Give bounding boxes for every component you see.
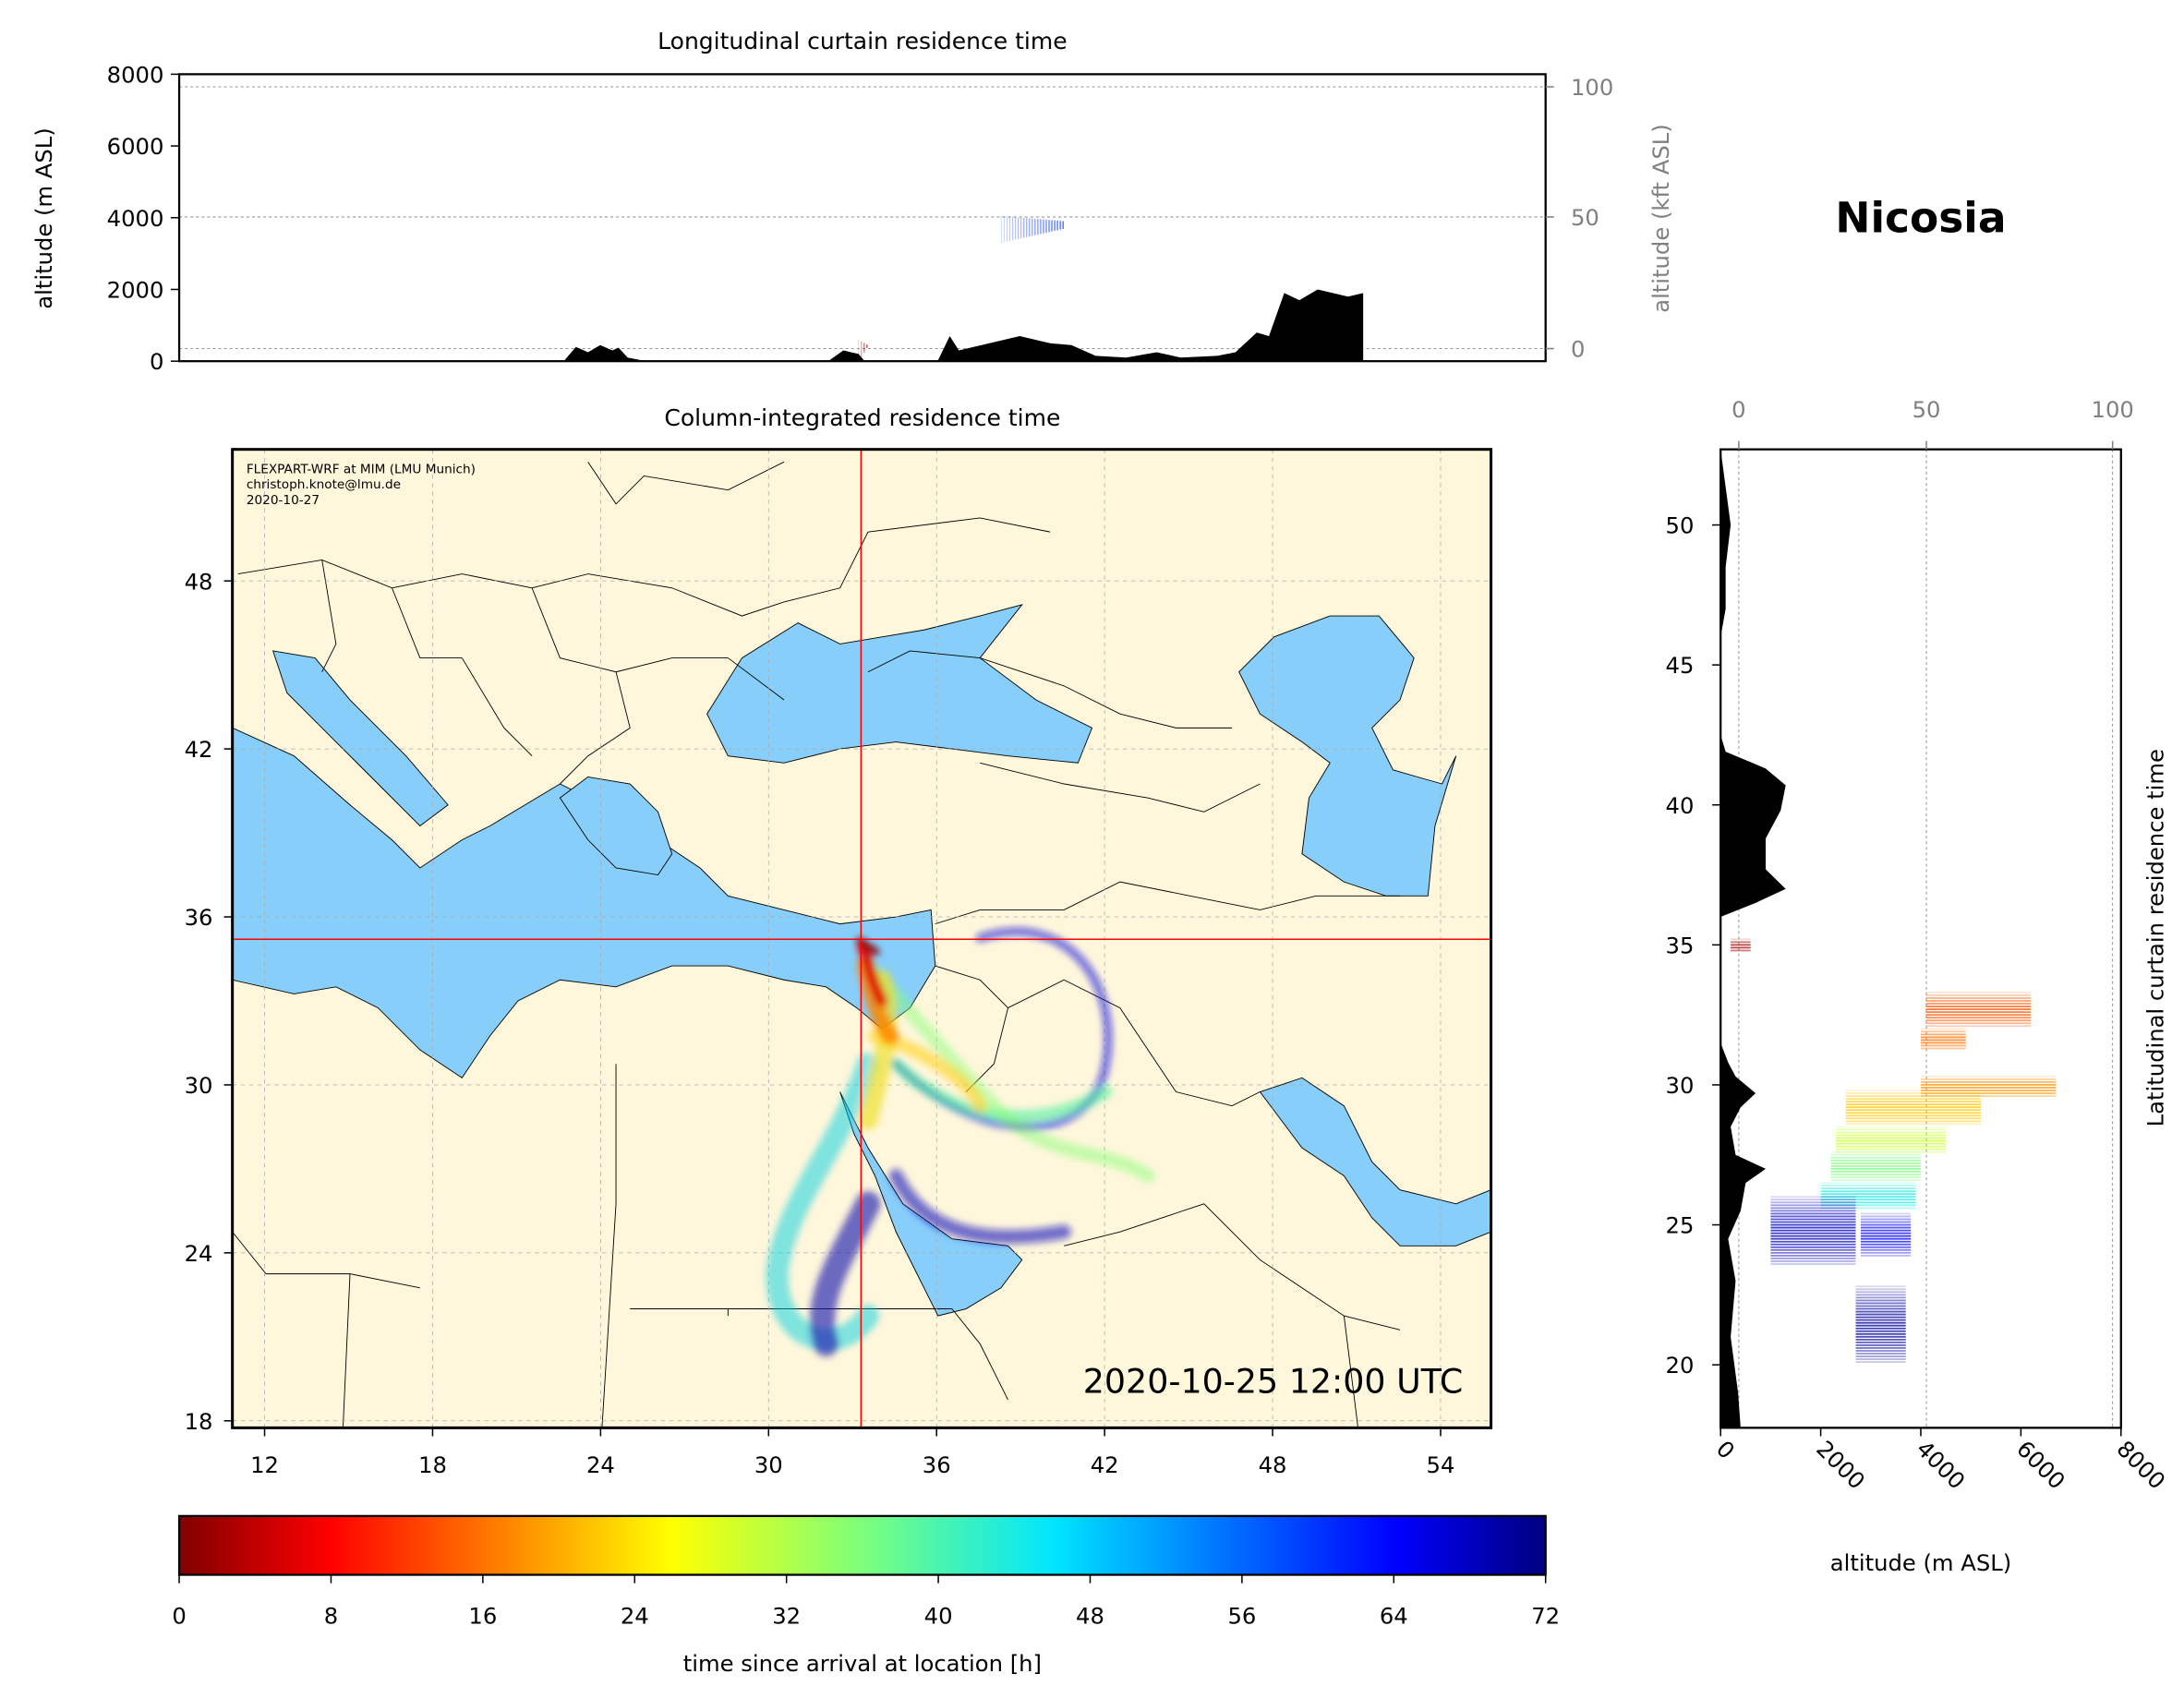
location-crosshair	[232, 449, 1491, 1428]
colorbar-ticks: 0 8 16 24 32 40 48 56 64 72	[172, 1574, 1560, 1630]
right-x-ticks-top: 0 50 100	[1732, 396, 2134, 450]
water-bodies	[232, 503, 1491, 1317]
right-xtick-top-label: 50	[1913, 396, 1941, 423]
map-xtick-label: 12	[250, 1451, 279, 1478]
colorbar-tick-label: 64	[1380, 1603, 1408, 1630]
right-ytick-label: 35	[1666, 932, 1695, 958]
right-title: Latitudinal curtain residence time	[2142, 749, 2168, 1126]
longitudinal-curtain-panel: Longitudinal curtain residence time 0 200…	[30, 28, 1674, 375]
colorbar-tick-label: 32	[772, 1603, 801, 1630]
map-ytick-label: 24	[185, 1240, 213, 1267]
colorbar-tick-label: 24	[621, 1603, 649, 1630]
right-ytick-label: 30	[1666, 1072, 1695, 1099]
persian-gulf	[1259, 1077, 1491, 1246]
watermark-line-3: 2020-10-27	[247, 493, 320, 508]
colorbar-tick-label: 56	[1227, 1603, 1256, 1630]
right-xtick-top-label: 100	[2092, 396, 2134, 423]
map-panel: Column-integrated residence time	[185, 404, 1493, 1478]
residence-plume	[766, 927, 1155, 1357]
map-xtick-label: 54	[1427, 1451, 1455, 1478]
colorbar-tick-label: 72	[1531, 1603, 1560, 1630]
top-ytick-right-label: 50	[1571, 204, 1599, 231]
right-ytick-label: 25	[1666, 1212, 1695, 1239]
right-axes-frame	[1719, 448, 2122, 1429]
map-ytick-label: 30	[185, 1072, 213, 1099]
right-ytick-label: 45	[1666, 652, 1695, 679]
top-terrain-area	[563, 289, 1364, 362]
top-ytick-label: 6000	[107, 133, 164, 160]
location-name: Nicosia	[1835, 194, 2006, 243]
map-frame	[231, 448, 1493, 1429]
aegean-sea	[559, 776, 673, 876]
colorbar-tick-label: 8	[324, 1603, 338, 1630]
right-x-ticks: 0 2000 4000 6000 8000	[1711, 1427, 2171, 1495]
right-residence-patches	[1731, 938, 2057, 1364]
map-ytick-label: 18	[185, 1408, 213, 1435]
top-ytick-right-label: 0	[1571, 336, 1585, 363]
right-ytick-label: 40	[1666, 792, 1695, 819]
top-ytick-label: 8000	[107, 61, 164, 88]
caspian-sea	[1238, 615, 1457, 897]
top-ytick-label: 2000	[107, 277, 164, 304]
right-ytick-label: 20	[1666, 1352, 1695, 1379]
right-xtick-label: 0	[1711, 1435, 1740, 1463]
top-y-ticks-right: 0 50 100	[1545, 74, 1613, 363]
colorbar-tick-label: 48	[1076, 1603, 1104, 1630]
map-xtick-label: 42	[1091, 1451, 1119, 1478]
colorbar-tick-label: 40	[924, 1603, 953, 1630]
north-atlantic-edge	[232, 503, 295, 560]
adriatic-sea	[271, 650, 449, 827]
right-y-ticks: 20 25 30 35 40 45 50	[1666, 512, 1721, 1379]
longitudinal-curtain-title: Longitudinal curtain residence time	[658, 28, 1067, 54]
colorbar-label: time since arrival at location [h]	[683, 1650, 1042, 1677]
map-xtick-label: 36	[923, 1451, 951, 1478]
right-xtick-label: 4000	[1912, 1435, 1971, 1494]
timestamp: 2020-10-25 12:00 UTC	[1083, 1361, 1463, 1401]
colorbar-tick-label: 16	[468, 1603, 497, 1630]
map-x-ticks: 12 18 24 30 36 42 48 54	[250, 1427, 1454, 1478]
map-xtick-label: 30	[754, 1451, 783, 1478]
right-grid	[1738, 449, 2114, 1428]
watermark-line-2: christoph.knote@lmu.de	[247, 477, 401, 492]
top-ylabel-right: altitude (kft ASL)	[1647, 124, 1674, 313]
colorbar: 0 8 16 24 32 40 48 56 64 72 time since arrival at…	[172, 1514, 1560, 1677]
right-xtick-top-label: 0	[1732, 396, 1745, 423]
map-ytick-label: 36	[185, 904, 213, 931]
right-xlabel: altitude (m ASL)	[1830, 1549, 2012, 1576]
map-xtick-label: 18	[418, 1451, 447, 1478]
top-residence-patches	[858, 215, 1064, 362]
red-sea	[839, 1091, 1023, 1317]
map-ytick-label: 48	[185, 568, 213, 595]
right-ytick-label: 50	[1666, 512, 1695, 539]
top-ylabel: altitude (m ASL)	[30, 127, 57, 309]
map-ytick-label: 42	[185, 736, 213, 763]
map-title: Column-integrated residence time	[664, 404, 1060, 431]
top-ytick-label: 0	[150, 348, 163, 375]
top-ytick-label: 4000	[107, 205, 164, 232]
right-xtick-label: 8000	[2111, 1435, 2170, 1494]
watermark-line-1: FLEXPART-WRF at MIM (LMU Munich)	[247, 462, 476, 476]
right-xtick-label: 6000	[2011, 1435, 2070, 1494]
top-y-ticks: 0 2000 4000 6000 8000	[107, 61, 180, 375]
colorbar-tick-label: 0	[172, 1603, 186, 1630]
watermark: FLEXPART-WRF at MIM (LMU Munich) christo…	[247, 462, 476, 507]
map-y-ticks: 18 24 30 36 42 48	[185, 568, 233, 1435]
right-xtick-label: 2000	[1811, 1435, 1870, 1494]
right-terrain-area	[1720, 449, 1786, 1428]
country-borders	[232, 461, 1401, 1428]
colorbar-gradient	[177, 1514, 1547, 1576]
top-ytick-right-label: 100	[1571, 74, 1613, 101]
map-xtick-label: 48	[1259, 1451, 1287, 1478]
map-xtick-label: 24	[586, 1451, 615, 1478]
